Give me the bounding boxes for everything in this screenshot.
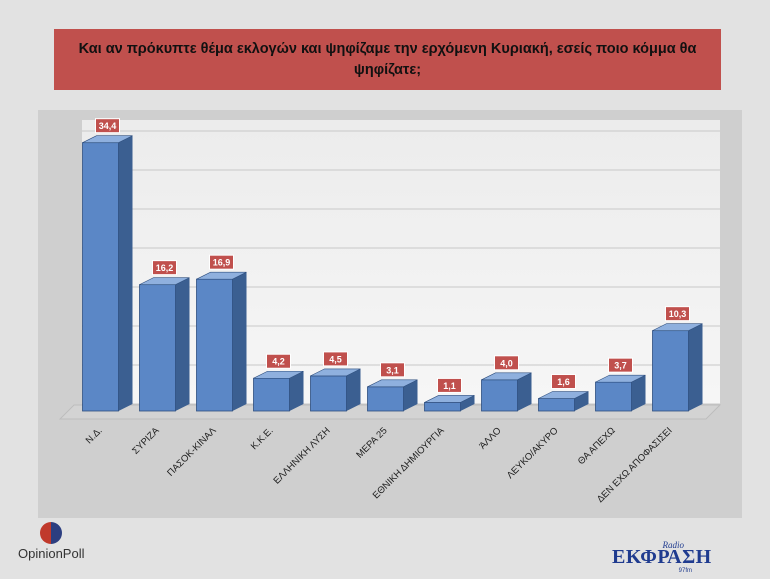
data-label-box (152, 260, 177, 276)
bar-top (82, 135, 133, 143)
bar (196, 278, 233, 412)
category-tick-label: ΘΑ ΑΠΕΧΩ (576, 425, 618, 467)
bar-side (118, 135, 133, 411)
data-label: 4,2 (272, 357, 285, 367)
data-label: 4,0 (500, 358, 513, 368)
data-label-box (323, 351, 348, 367)
opinion-poll-logo: OpinionPoll (18, 522, 138, 562)
category-tick-label: Κ.Κ.Ε. (249, 425, 276, 452)
bar (82, 142, 119, 412)
data-label: 1,6 (557, 377, 570, 387)
bar (595, 381, 632, 412)
bar-side (688, 323, 703, 411)
frequency-label: 97fm (678, 568, 692, 574)
data-label: 16,9 (213, 258, 231, 268)
title-banner: Και αν πρόκυπτε θέμα εκλογών και ψηφίζαμ… (54, 29, 721, 90)
bar (424, 402, 461, 412)
bar-top (367, 379, 418, 388)
bar-top (595, 374, 646, 383)
bar-side (346, 368, 361, 411)
radio-ekfrasi-logo: Radio ΕΚΦΡΑΣΗ 97fm (612, 540, 722, 576)
bar-side (631, 375, 646, 411)
data-label-box (209, 254, 234, 270)
category-tick-label: ΣΥΡΙΖΑ (130, 425, 162, 457)
data-label-box (665, 306, 690, 322)
ekfrasi-label: ΕΚΦΡΑΣΗ (612, 546, 712, 568)
data-label-box (266, 353, 291, 369)
bar-side (232, 272, 247, 411)
bar-top (481, 372, 532, 381)
category-tick-label: ΛΕΥΚΟ/ΑΚΥΡΟ (505, 425, 561, 481)
data-label: 3,7 (614, 361, 627, 371)
data-label-box (380, 362, 405, 378)
bar-top (538, 391, 589, 399)
data-label-box (608, 357, 633, 373)
data-label-box (437, 377, 462, 393)
bar-side (460, 395, 475, 411)
data-label: 1,1 (443, 381, 456, 391)
bar-top (652, 323, 703, 331)
bar (310, 375, 347, 412)
opinion-poll-text: OpinionPoll (18, 546, 85, 561)
bar (367, 386, 404, 412)
bar (253, 377, 290, 412)
bar-top (310, 368, 361, 377)
category-tick-label: ΕΛΛΗΝΙΚΗ ΛΥΣΗ (272, 425, 333, 486)
bar (652, 330, 689, 412)
bar-side (175, 277, 190, 411)
bar-top (139, 277, 190, 285)
bar (139, 284, 176, 412)
bar (481, 379, 518, 412)
data-label: 34,4 (99, 121, 117, 131)
category-tick-label: ΜΕΡΑ 25 (354, 425, 389, 460)
chart-title: Και αν πρόκυπτε θέμα εκλογών και ψηφίζαμ… (78, 40, 697, 78)
bar-side (517, 372, 532, 411)
category-tick-label: ΆΛΛΟ (477, 425, 503, 451)
bar-top (196, 271, 247, 280)
data-label-box (494, 355, 519, 371)
data-label: 3,1 (386, 365, 399, 375)
category-tick-label: ΠΑΣΟΚ-ΚΙΝΑΛ (165, 425, 219, 479)
opinion-poll-circle-icon (40, 522, 62, 544)
bar-top (253, 370, 304, 379)
data-label: 16,2 (156, 263, 174, 273)
data-label-box (551, 374, 576, 390)
radio-label: Radio (662, 540, 685, 550)
data-label: 10,3 (669, 309, 687, 319)
bar-side (403, 379, 418, 411)
data-label: 4,5 (329, 354, 342, 364)
category-tick-label: Ν.Δ. (84, 425, 105, 446)
data-label-box (95, 118, 120, 134)
bar (538, 398, 575, 412)
bar-chart: 34,4 Ν.Δ. 16,2 ΣΥΡΙΖΑ 16,9 ΠΑΣΟΚ-ΚΙΝΑΛ 4,2 Κ.Κ.… (58, 118, 722, 505)
chart-panel: 34,4 Ν.Δ. 16,2 ΣΥΡΙΖΑ 16,9 ΠΑΣΟΚ-ΚΙΝΑΛ 4,2 Κ.Κ.… (38, 110, 742, 518)
bar-top (424, 395, 475, 403)
bar-side (289, 371, 304, 411)
bar-side (574, 391, 589, 411)
